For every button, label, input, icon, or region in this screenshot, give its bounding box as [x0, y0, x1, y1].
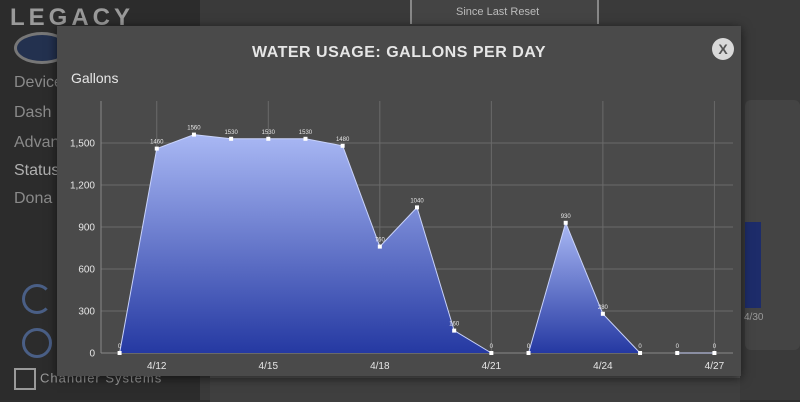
usage-area: [119, 134, 492, 353]
data-label: 160: [449, 322, 460, 328]
x-tick-label: 4/18: [370, 361, 390, 372]
data-point: [415, 205, 419, 210]
x-tick-label: 4/12: [147, 361, 167, 372]
close-button[interactable]: X: [712, 38, 734, 60]
data-label: 1530: [299, 130, 313, 136]
sidebar-item-dashboard[interactable]: Dash: [14, 104, 52, 121]
x-tick-label: 4/24: [593, 361, 613, 372]
data-point: [266, 136, 271, 141]
right-date-label: 4/30: [744, 312, 764, 323]
since-last-reset-header: Since Last Reset: [410, 0, 599, 24]
data-label: 1460: [150, 140, 164, 146]
data-point: [303, 136, 308, 141]
data-label: 1560: [187, 126, 201, 132]
data-label: 0: [527, 344, 531, 350]
power-icon[interactable]: [22, 328, 52, 358]
data-label: 0: [118, 344, 122, 350]
y-tick-label: 900: [78, 223, 95, 234]
x-tick-label: 4/27: [705, 361, 725, 372]
y-tick-label: 300: [78, 307, 95, 318]
data-point: [377, 244, 382, 249]
data-label: 930: [561, 214, 572, 220]
sidebar-item-donate[interactable]: Dona: [14, 190, 53, 207]
water-usage-chart: 0 1460 1560 1530 1530 1530 1480 760 1040 160 0 0 930…: [70, 101, 733, 372]
data-label: 0: [490, 344, 494, 350]
data-label: 1530: [224, 130, 238, 136]
sidebar-item-advanced[interactable]: Advan: [14, 134, 60, 151]
data-point: [712, 351, 717, 355]
data-point: [452, 328, 457, 333]
data-point: [191, 132, 196, 137]
data-point: [675, 351, 680, 355]
data-label: 280: [598, 305, 609, 311]
modal-title: WATER USAGE: GALLONS PER DAY: [251, 44, 547, 61]
data-point: [563, 220, 568, 225]
usage-area: [528, 222, 641, 353]
data-label: 1480: [336, 137, 350, 143]
data-label: 0: [638, 344, 642, 350]
header-label: Since Last Reset: [456, 6, 540, 18]
x-tick-label: 4/15: [259, 361, 279, 372]
data-point: [526, 351, 531, 355]
y-tick-label: 1,200: [70, 181, 95, 192]
sidebar-item-status[interactable]: Status: [14, 162, 60, 179]
data-point: [117, 351, 122, 355]
y-tick-label: 600: [78, 265, 95, 276]
bottom-panel: [210, 376, 740, 402]
data-label: 1040: [410, 198, 424, 204]
data-point: [600, 311, 605, 316]
x-tick-label: 4/21: [482, 361, 502, 372]
data-point: [154, 146, 159, 151]
data-label: 1530: [262, 130, 276, 136]
refresh-icon[interactable]: [22, 284, 52, 314]
y-tick-label: 1,500: [70, 139, 95, 150]
data-point: [229, 136, 234, 141]
y-tick-label: 0: [89, 349, 95, 360]
usage-line: [528, 221, 641, 354]
data-point: [489, 351, 494, 355]
data-label: 0: [676, 344, 680, 350]
data-point: [638, 351, 643, 355]
data-point: [340, 143, 345, 148]
data-label: 760: [375, 238, 386, 244]
y-axis-title: Gallons: [71, 70, 119, 86]
data-label: 0: [713, 344, 717, 350]
right-bar: [745, 222, 761, 308]
chandler-logo-icon: [14, 368, 36, 390]
water-usage-modal: WATER USAGE: GALLONS PER DAY X Gallons 0…: [57, 26, 741, 376]
sidebar-item-device[interactable]: Device: [14, 74, 63, 91]
